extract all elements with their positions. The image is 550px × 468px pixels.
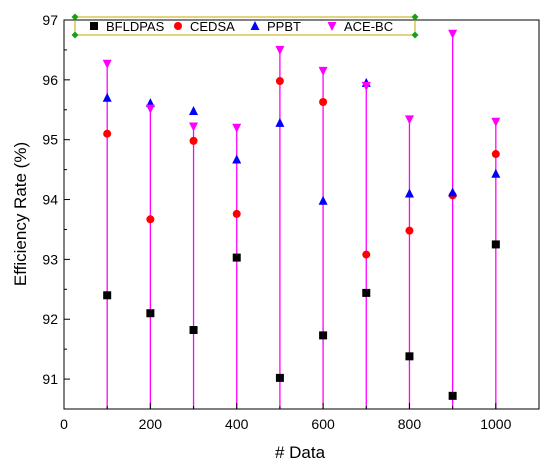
data-point	[318, 195, 328, 205]
legend-label: BFLDPAS	[106, 19, 165, 34]
x-tick-label: 400	[225, 416, 249, 432]
data-point	[405, 352, 414, 361]
data-point	[362, 250, 371, 259]
data-point	[404, 188, 414, 198]
data-point	[189, 122, 199, 132]
y-tick-label: 94	[42, 192, 58, 208]
data-point	[275, 45, 285, 55]
data-point	[318, 66, 328, 76]
data-point	[361, 81, 371, 91]
data-point	[232, 209, 241, 218]
data-point	[405, 226, 414, 235]
data-point	[491, 150, 500, 159]
data-point	[362, 288, 371, 297]
data-point	[491, 117, 501, 127]
x-axis: 0 200 400 600 800 1000	[60, 403, 540, 432]
legend-label: ACE-BC	[344, 19, 393, 34]
data-markers	[102, 29, 501, 400]
legend-marker	[174, 22, 182, 30]
data-point	[319, 97, 328, 106]
series-bfldpas	[103, 240, 500, 400]
legend-corner-handle	[71, 13, 79, 21]
y-tick-label: 91	[42, 371, 58, 387]
data-point	[145, 104, 155, 114]
y-tick-label: 95	[42, 132, 58, 148]
legend-marker	[327, 22, 337, 31]
x-tick-label: 800	[398, 416, 422, 432]
legend-marker	[250, 21, 260, 30]
data-point	[448, 391, 457, 400]
y-tick-label: 97	[42, 12, 58, 28]
y-tick-label: 93	[42, 251, 58, 267]
data-point	[189, 326, 198, 335]
data-point	[232, 253, 241, 262]
data-point	[275, 77, 284, 86]
x-tick-label: 600	[311, 416, 335, 432]
x-axis-title: # Data	[275, 443, 326, 462]
data-point	[102, 59, 112, 69]
series-ace-bc	[102, 29, 501, 133]
y-axis: 91 92 93 94 95 96 97	[42, 12, 70, 410]
series-cedsa	[103, 77, 500, 259]
legend: BFLDPAS CEDSA PPBT ACE-BC	[71, 13, 419, 39]
x-tick-label: 1000	[480, 416, 511, 432]
series-ppbt	[102, 77, 501, 205]
data-point	[404, 115, 414, 125]
plot-frame	[63, 19, 540, 410]
legend-corner-handle	[71, 31, 79, 39]
data-point	[146, 215, 155, 224]
legend-marker	[90, 22, 98, 30]
data-point	[232, 154, 242, 164]
data-point	[491, 168, 501, 178]
data-point	[102, 92, 112, 102]
legend-label: CEDSA	[190, 19, 235, 34]
data-point	[448, 29, 458, 39]
x-tick-label: 200	[139, 416, 163, 432]
data-point	[189, 136, 198, 145]
legend-label: PPBT	[267, 19, 301, 34]
data-point	[275, 373, 284, 382]
data-point	[189, 105, 199, 115]
data-point	[491, 240, 500, 249]
x-tick-label: 0	[60, 416, 68, 432]
data-point	[146, 309, 155, 318]
data-point	[319, 331, 328, 340]
y-tick-label: 92	[42, 311, 58, 327]
legend-corner-handle	[411, 31, 419, 39]
y-tick-label: 96	[42, 72, 58, 88]
data-point	[275, 117, 285, 127]
legend-corner-handle	[411, 13, 419, 21]
drop-lines	[106, 33, 497, 409]
y-axis-title: Efficiency Rate (%)	[11, 142, 30, 286]
data-point	[448, 187, 458, 197]
data-point	[103, 291, 112, 300]
legend-box	[74, 16, 416, 36]
data-point	[232, 123, 242, 133]
data-point	[103, 129, 112, 138]
